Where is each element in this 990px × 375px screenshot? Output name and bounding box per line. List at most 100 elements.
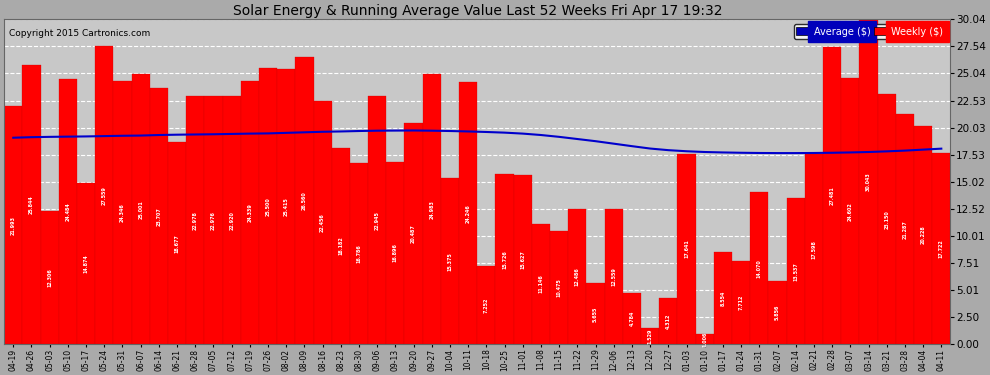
Text: 15.375: 15.375	[447, 252, 452, 271]
Bar	[805, 154, 823, 344]
Bar	[77, 183, 95, 344]
Text: 4.784: 4.784	[630, 311, 635, 326]
Text: 21.993: 21.993	[11, 216, 16, 235]
Text: 24.983: 24.983	[430, 200, 435, 219]
Text: 27.559: 27.559	[102, 186, 107, 205]
Text: 22.976: 22.976	[211, 211, 216, 230]
Text: 17.641: 17.641	[684, 240, 689, 258]
Text: 24.346: 24.346	[120, 203, 125, 222]
Bar	[58, 80, 77, 344]
Bar	[696, 333, 714, 344]
Text: 25.844: 25.844	[29, 195, 34, 214]
Bar	[896, 114, 914, 344]
Bar	[877, 94, 896, 344]
Text: 24.339: 24.339	[248, 203, 252, 222]
Bar	[132, 74, 149, 344]
Text: 24.246: 24.246	[465, 204, 470, 223]
Text: 16.896: 16.896	[393, 243, 398, 262]
Bar	[459, 82, 477, 344]
Bar	[659, 298, 677, 344]
Text: 24.602: 24.602	[847, 202, 852, 220]
Text: 22.920: 22.920	[229, 211, 234, 230]
Title: Solar Energy & Running Average Value Last 52 Weeks Fri Apr 17 19:32: Solar Energy & Running Average Value Las…	[233, 4, 722, 18]
Bar	[568, 209, 586, 344]
Bar	[423, 74, 441, 344]
Bar	[332, 148, 349, 344]
Text: 4.312: 4.312	[666, 314, 671, 329]
Bar	[677, 153, 696, 344]
Bar	[532, 224, 550, 344]
Text: 10.475: 10.475	[556, 278, 561, 297]
Text: 22.978: 22.978	[193, 211, 198, 230]
Bar	[149, 88, 168, 344]
Text: Copyright 2015 Cartronics.com: Copyright 2015 Cartronics.com	[9, 29, 150, 38]
Bar	[933, 153, 950, 344]
Text: 12.306: 12.306	[48, 268, 52, 287]
Text: 22.456: 22.456	[320, 213, 325, 232]
Text: 13.537: 13.537	[793, 262, 798, 280]
Bar	[4, 106, 23, 344]
Bar	[514, 175, 532, 344]
Text: 17.722: 17.722	[939, 239, 943, 258]
Text: 12.486: 12.486	[575, 267, 580, 286]
Bar	[714, 252, 732, 344]
Bar	[605, 209, 623, 344]
Text: 25.415: 25.415	[284, 198, 289, 216]
Bar	[295, 57, 314, 344]
Text: 23.707: 23.707	[156, 207, 161, 225]
Bar	[223, 96, 241, 344]
Bar	[95, 46, 113, 344]
Bar	[732, 261, 750, 344]
Text: 20.228: 20.228	[921, 226, 926, 245]
Bar	[204, 96, 223, 344]
Bar	[113, 81, 132, 344]
Text: 14.070: 14.070	[756, 259, 762, 278]
Bar	[41, 211, 58, 344]
Bar	[241, 81, 259, 344]
Text: 15.726: 15.726	[502, 250, 507, 269]
Bar	[368, 96, 386, 344]
Bar	[477, 266, 495, 344]
Text: 1.529: 1.529	[647, 328, 652, 344]
Text: 5.856: 5.856	[775, 305, 780, 320]
Text: 30.043: 30.043	[866, 172, 871, 191]
Text: 25.001: 25.001	[139, 200, 144, 219]
Text: 20.487: 20.487	[411, 224, 416, 243]
Text: 23.150: 23.150	[884, 210, 889, 228]
Text: 7.252: 7.252	[484, 297, 489, 313]
Text: 16.786: 16.786	[356, 244, 361, 263]
Text: 7.712: 7.712	[739, 295, 743, 310]
Bar	[768, 281, 787, 344]
Bar	[386, 162, 405, 344]
Bar	[859, 19, 877, 344]
Text: 25.500: 25.500	[265, 197, 270, 216]
Text: 26.560: 26.560	[302, 191, 307, 210]
Bar	[914, 126, 933, 344]
Bar	[550, 231, 568, 344]
Text: 17.598: 17.598	[812, 240, 817, 259]
Text: 5.655: 5.655	[593, 306, 598, 321]
Text: 14.874: 14.874	[83, 255, 88, 273]
Legend: Average ($), Weekly ($): Average ($), Weekly ($)	[794, 24, 945, 39]
Bar	[441, 178, 459, 344]
Bar	[259, 69, 277, 344]
Text: 18.182: 18.182	[339, 237, 344, 255]
Bar	[642, 328, 659, 344]
Bar	[186, 96, 204, 344]
Text: 11.146: 11.146	[539, 275, 544, 294]
Text: 21.287: 21.287	[903, 220, 908, 239]
Bar	[823, 47, 842, 344]
Text: 18.677: 18.677	[174, 234, 179, 253]
Text: 22.945: 22.945	[374, 211, 380, 230]
Bar	[314, 101, 332, 344]
Bar	[349, 163, 368, 344]
Bar	[750, 192, 768, 344]
Bar	[842, 78, 859, 344]
Text: 12.559: 12.559	[611, 267, 616, 286]
Bar	[405, 123, 423, 344]
Text: 24.484: 24.484	[65, 202, 70, 221]
Bar	[495, 174, 514, 344]
Bar	[623, 292, 642, 344]
Bar	[787, 198, 805, 344]
Bar	[168, 142, 186, 344]
